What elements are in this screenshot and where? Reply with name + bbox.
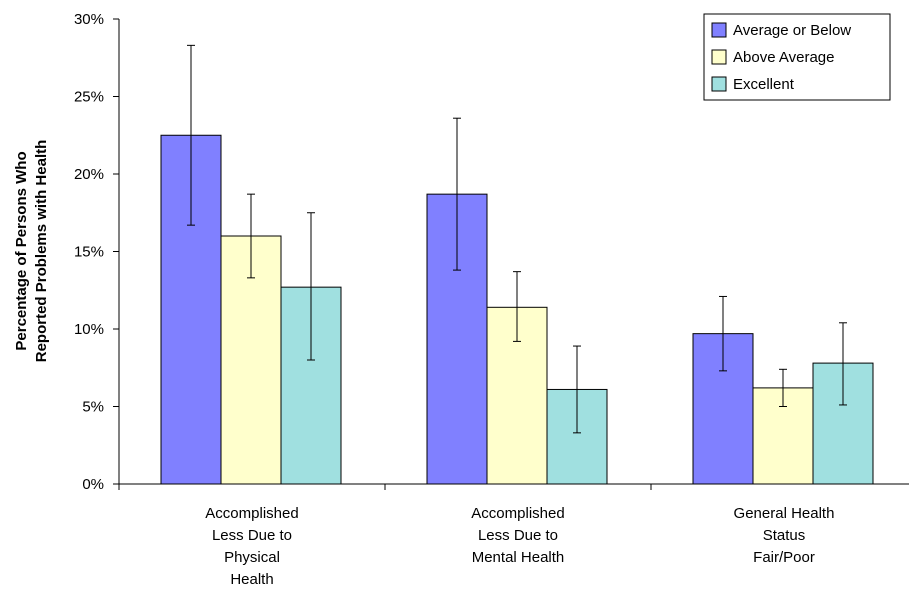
x-category-label-line: Status [763,527,806,544]
legend-swatch [711,22,727,38]
y-tick-label: 15% [74,244,104,261]
x-category-label-line: General Health [734,505,835,522]
x-category-label-line: Mental Health [472,549,565,566]
y-tick-label: 0% [82,476,104,493]
x-category-label: Accomplished Less Due to Physical Health [205,505,298,588]
x-category-label-line: Less Due to [478,527,558,544]
legend-box [703,13,891,101]
x-category-label-line: Less Due to [212,527,292,544]
y-tick-label: 20% [74,166,104,183]
legend: Average or Below Above Average Excellent [703,13,891,101]
legend-swatch [711,76,727,92]
x-categories-group: Accomplished Less Due to Physical HealthAcc… [205,505,834,588]
x-category-label: General Health Status Fair/Poor [734,505,835,566]
y-tick-label: 5% [82,399,104,416]
y-axis-title: Percentage of Persons Who Reported Proble… [13,140,50,363]
y-tick-label: 10% [74,321,104,338]
y-axis-label-line: Percentage of Persons Who [13,151,30,350]
y-axis-label: Percentage of Persons Who Reported Proble… [13,140,50,363]
legend-swatch [711,49,727,65]
legend-label: Excellent [733,76,795,93]
x-category-label-line: Health [230,571,273,588]
x-category-label-line: Fair/Poor [753,549,815,566]
y-tick-label: 25% [74,89,104,106]
x-category-label-line: Physical [224,549,280,566]
y-axis-label-line: Reported Problems with Health [33,140,50,363]
x-category-label-line: Accomplished [471,505,564,522]
y-tick-label: 30% [74,11,104,28]
error-bars-group [187,44,847,434]
x-category-label-line: Accomplished [205,505,298,522]
legend-label: Above Average [733,49,834,66]
x-category-label: Accomplished Less Due to Mental Health [471,505,564,566]
y-ticks-group: 0% 5% 10% 15% 20% 25% 30% [74,11,119,493]
legend-label: Average or Below [733,22,851,39]
